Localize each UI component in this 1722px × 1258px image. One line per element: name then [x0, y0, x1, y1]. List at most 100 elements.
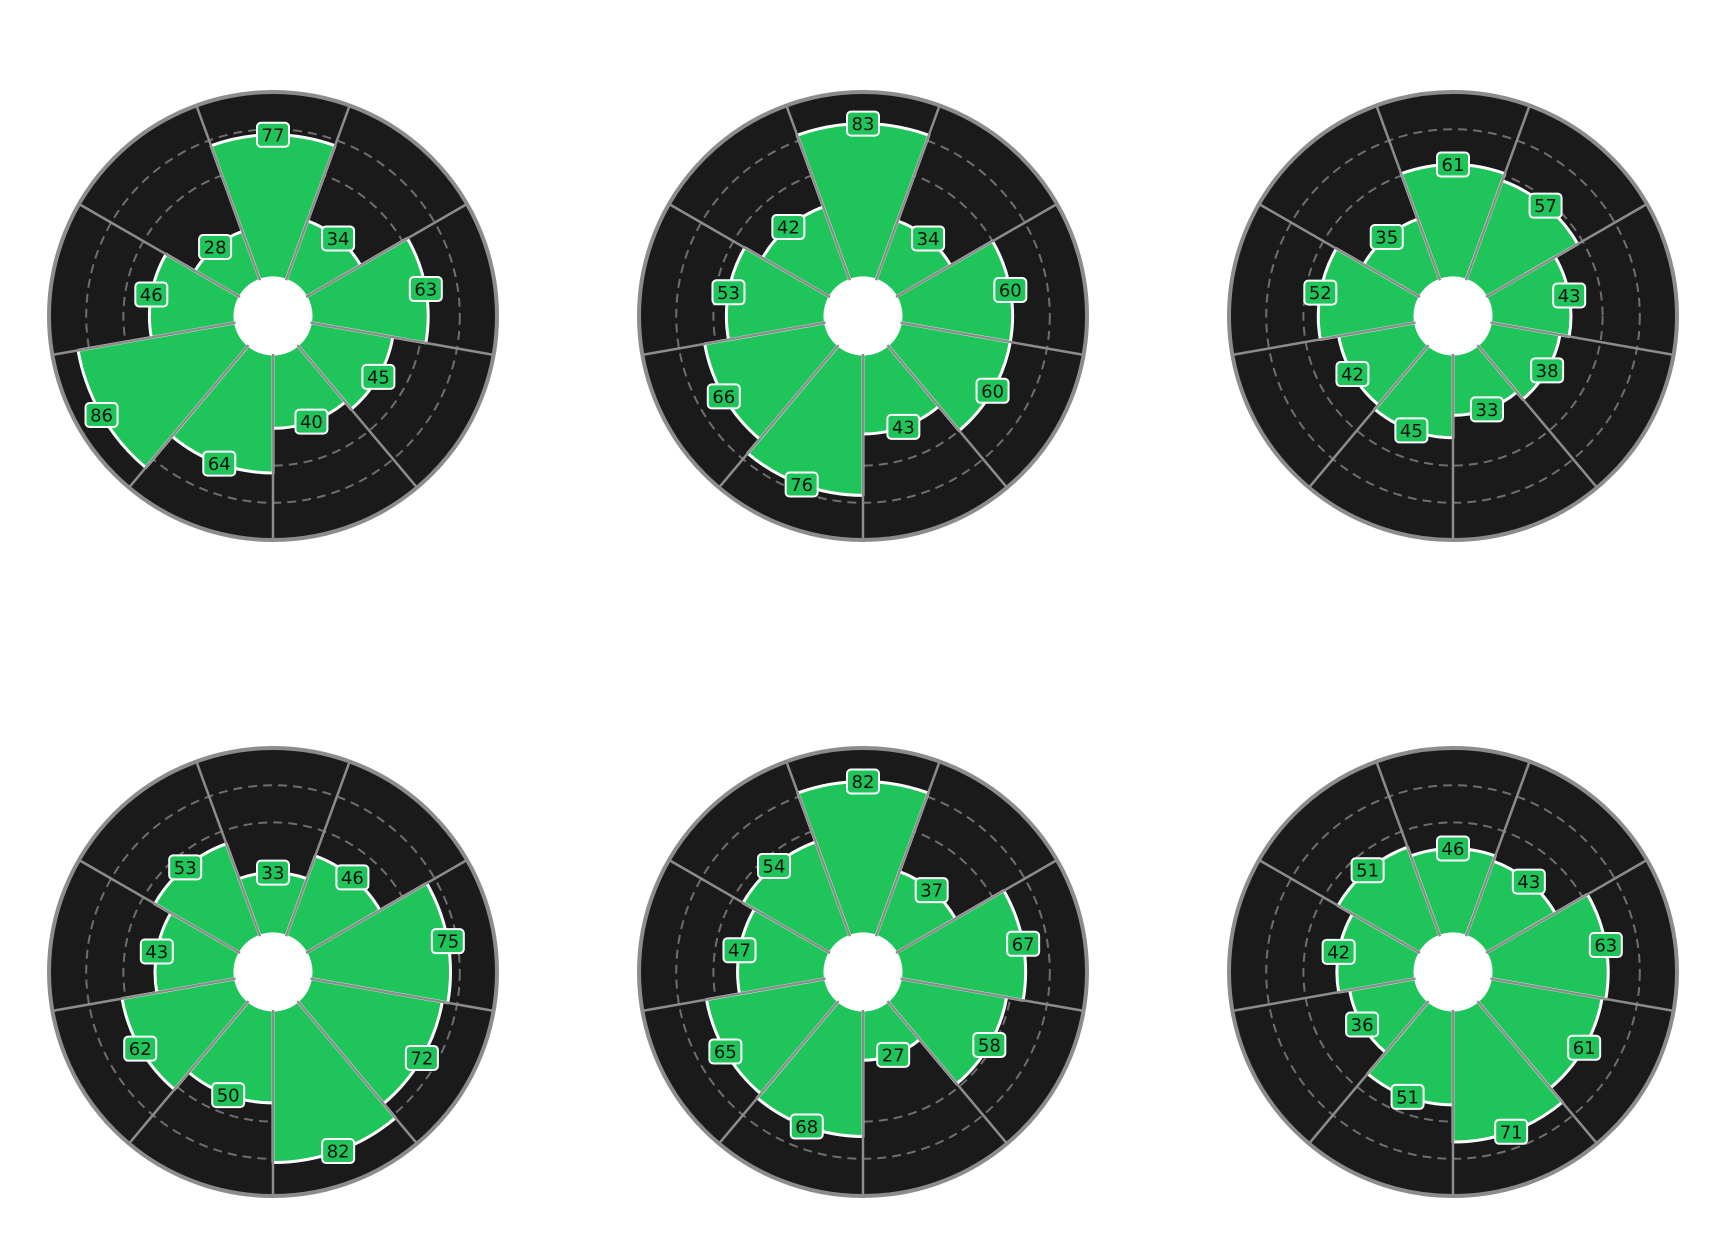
- value-label-box: [711, 279, 746, 306]
- value-label-box: [123, 1035, 158, 1062]
- value-label-3: 63: [1588, 932, 1623, 959]
- value-label-box: [1530, 357, 1565, 384]
- value-label-7: 65: [708, 1038, 743, 1065]
- value-label-box: [1552, 282, 1587, 309]
- value-label-box: [722, 937, 757, 964]
- value-label-text: 71: [1500, 1122, 1523, 1143]
- value-label-text: 66: [712, 387, 735, 408]
- sector-line-8: [642, 321, 826, 357]
- value-label-text: 46: [140, 285, 163, 306]
- value-label-text: 64: [208, 454, 231, 475]
- sector-line-1: [1375, 761, 1442, 937]
- value-label-box: [911, 225, 946, 252]
- sector-line-9: [78, 858, 241, 955]
- outer-ring: [637, 746, 1089, 1198]
- value-label-1: 83: [846, 110, 880, 137]
- value-label-text: 67: [1012, 934, 1035, 955]
- value-label-text: 63: [1594, 936, 1617, 957]
- value-label-4: 72: [404, 1044, 439, 1071]
- sector-line-2: [1464, 105, 1531, 281]
- value-label-box: [404, 1044, 439, 1071]
- value-label-box: [1345, 1011, 1380, 1038]
- polar-chart-3: 61 57 43 38 33 45 42 52 35: [1223, 86, 1683, 546]
- value-label-1: 82: [846, 768, 880, 795]
- value-label-9: 54: [757, 852, 792, 879]
- value-label-3: 75: [430, 928, 465, 955]
- value-label-text: 38: [1536, 361, 1559, 382]
- value-label-text: 37: [920, 881, 943, 902]
- sector-line-7: [128, 344, 250, 489]
- value-label-box: [846, 110, 880, 137]
- value-label-2: 57: [1528, 192, 1563, 219]
- value-label-3: 43: [1552, 282, 1587, 309]
- sector-line-2: [1464, 761, 1531, 937]
- value-label-box: [757, 852, 792, 879]
- polar-chart-5: 82 37 67 58 27 68 65 47 54: [633, 742, 1093, 1202]
- sector-line-8: [52, 321, 236, 357]
- outer-ring: [47, 90, 499, 542]
- value-label-text: 40: [300, 412, 323, 433]
- value-label-box: [993, 277, 1028, 304]
- value-label-box: [335, 864, 370, 891]
- polar-chart-1-svg: 77 34 63 45 40 64 86 46 28: [47, 90, 499, 542]
- value-label-text: 54: [763, 856, 786, 877]
- value-label-text: 65: [714, 1042, 737, 1063]
- center-hole: [235, 278, 311, 354]
- value-label-3: 67: [1006, 930, 1041, 957]
- sector-line-9: [668, 858, 831, 955]
- sector-line-2: [284, 761, 351, 937]
- value-label-text: 75: [436, 932, 459, 953]
- value-label-box: [294, 408, 329, 435]
- value-label-4: 45: [361, 363, 396, 390]
- value-label-7: 36: [1345, 1011, 1380, 1038]
- value-label-text: 33: [262, 863, 285, 884]
- polar-chart-1: 77 34 63 45 40 64 86 46 28: [43, 86, 503, 546]
- value-label-5: 40: [294, 408, 329, 435]
- value-label-box: [1528, 192, 1563, 219]
- value-label-text: 43: [1517, 872, 1540, 893]
- sector-line-4: [1490, 977, 1674, 1013]
- value-label-8: 43: [139, 938, 174, 965]
- value-label-text: 45: [367, 367, 390, 388]
- value-label-2: 34: [321, 225, 356, 252]
- value-label-text: 77: [262, 125, 285, 146]
- polar-chart-2: 83 34 60 60 43 76 66 53 42: [633, 86, 1093, 546]
- value-label-box: [1469, 396, 1504, 423]
- outer-ring: [1227, 90, 1679, 542]
- sector-line-1: [195, 105, 262, 281]
- value-label-box: [1394, 417, 1429, 444]
- value-label-6: 64: [202, 450, 237, 477]
- value-label-text: 60: [999, 281, 1022, 302]
- sector-line-5: [1476, 344, 1598, 489]
- value-label-4: 61: [1567, 1034, 1602, 1061]
- grid-circle-1: [1302, 165, 1604, 467]
- value-label-box: [202, 450, 237, 477]
- value-label-box: [886, 413, 921, 440]
- value-label-box: [789, 1113, 824, 1140]
- value-label-text: 45: [1400, 421, 1423, 442]
- value-label-text: 83: [852, 114, 875, 135]
- value-label-box: [321, 1138, 356, 1165]
- polar-chart-4-svg: 33 46 75 72 82 50 62 43 53: [47, 746, 499, 1198]
- value-label-7: 66: [706, 383, 741, 410]
- value-label-6: 50: [211, 1082, 246, 1109]
- outer-ring: [637, 90, 1089, 542]
- value-label-5: 33: [1469, 396, 1504, 423]
- value-label-text: 61: [1573, 1038, 1596, 1059]
- value-label-text: 53: [174, 858, 197, 879]
- value-label-box: [972, 1031, 1007, 1058]
- value-label-box: [408, 276, 443, 303]
- value-label-box: [706, 383, 741, 410]
- value-label-6: 76: [784, 471, 819, 498]
- value-label-4: 38: [1530, 357, 1565, 384]
- sector-line-2: [874, 761, 941, 937]
- sector-line-1: [785, 761, 852, 937]
- value-label-box: [361, 363, 396, 390]
- value-label-text: 46: [341, 868, 364, 889]
- value-label-5: 43: [886, 413, 921, 440]
- value-label-box: [139, 938, 174, 965]
- value-label-text: 28: [204, 237, 227, 258]
- value-label-box: [975, 377, 1010, 404]
- sector-line-7: [128, 1000, 250, 1145]
- sector-line-1: [195, 761, 262, 937]
